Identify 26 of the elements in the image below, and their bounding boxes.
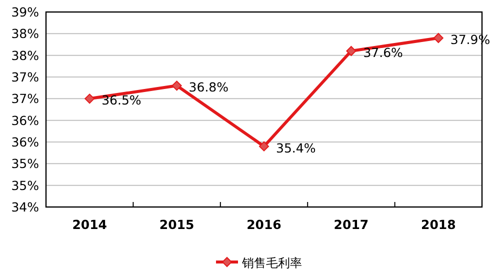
y-tick-label: 35% [11, 156, 40, 172]
data-label: 36.8% [188, 80, 229, 95]
point [84, 94, 95, 104]
data-label: 37.6% [363, 45, 404, 60]
legend: 销售毛利率 [216, 256, 302, 270]
x-tick-label: 2014 [72, 217, 108, 232]
data-label: 36.5% [102, 92, 142, 108]
y-tick-label: 36% [11, 134, 40, 150]
y-tick-label: 34% [11, 200, 40, 214]
point [433, 33, 444, 43]
point [259, 141, 269, 152]
point [346, 46, 356, 56]
point [172, 80, 182, 91]
x-tick-label: 2018 [421, 217, 456, 232]
data-label: 35.4% [276, 140, 316, 156]
y-tick-label: 36% [11, 112, 40, 128]
y-tick-label: 38% [11, 48, 40, 63]
x-tick-label: 2015 [159, 217, 194, 232]
x-tick-label: 2016 [246, 217, 282, 232]
y-tick-label: 39% [11, 4, 40, 20]
y-tick-label: 38% [11, 26, 40, 42]
y-tick-label: 35% [11, 178, 40, 193]
y-tick-label: 37% [11, 70, 40, 84]
legend-label: 销售毛利率 [241, 256, 302, 270]
y-tick-label: 37% [11, 91, 40, 106]
x-tick-label: 2017 [334, 217, 369, 232]
